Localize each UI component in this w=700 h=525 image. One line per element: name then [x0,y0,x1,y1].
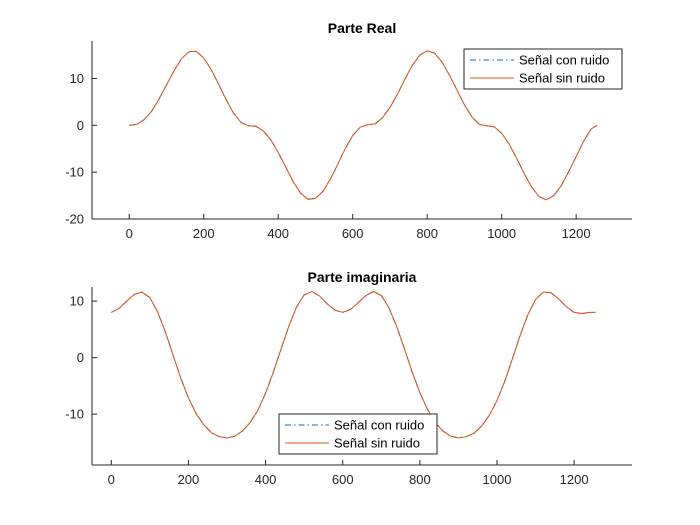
y-tick-label: 0 [77,350,84,365]
legend-entry-label: Señal sin ruido [519,71,605,86]
x-tick-label: 0 [108,472,115,487]
x-tick-label: 1000 [487,226,516,241]
x-tick-label: 1200 [560,472,589,487]
x-tick-label: 200 [178,472,200,487]
x-tick-label: 600 [332,472,354,487]
x-tick-label: 1000 [483,472,512,487]
y-tick-label: -10 [65,407,84,422]
y-tick-label: 10 [70,71,84,86]
x-tick-label: 0 [126,226,133,241]
legend: Señal con ruido Señal sin ruido [463,48,623,90]
legend-entry-label: Señal sin ruido [334,436,420,451]
x-tick-label: 800 [416,226,438,241]
legend: Señal con ruido Señal sin ruido [278,413,438,455]
y-tick-label: -10 [65,165,84,180]
x-tick-label: 400 [255,472,277,487]
plot-title: Parte imaginaria [308,269,417,285]
subplot-parte-imaginaria: Parte imaginaria 0 200 400 600 800 1000 1200 -10… [65,269,632,487]
plot-title: Parte Real [328,20,396,36]
series-line-sin-ruido [111,290,596,439]
x-tick-label: 600 [342,226,364,241]
subplot-parte-real: Parte Real 0 200 400 600 800 1000 1200 -20 -10 0 10… [65,20,632,241]
series-line-sin-ruido [129,50,598,201]
x-tick-label: 200 [193,226,215,241]
y-tick-label: 10 [70,294,84,309]
x-tick-label: 1200 [562,226,591,241]
x-tick-label: 400 [267,226,289,241]
x-tick-label: 800 [409,472,431,487]
y-tick-label: -20 [65,212,84,227]
legend-box [463,48,623,90]
legend-box [278,413,438,455]
legend-entry-label: Señal con ruido [519,53,609,68]
legend-entry-label: Señal con ruido [334,418,424,433]
y-tick-label: 0 [77,118,84,133]
